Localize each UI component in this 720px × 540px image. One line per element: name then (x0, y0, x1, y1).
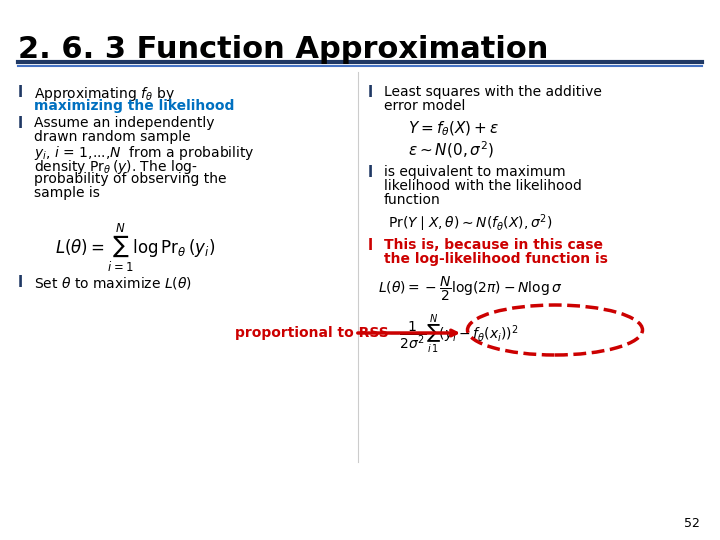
Text: $\Pr(Y \mid X, \theta) \sim N(f_\theta(X), \sigma^2)$: $\Pr(Y \mid X, \theta) \sim N(f_\theta(X… (388, 212, 552, 234)
Text: the log-likelihood function is: the log-likelihood function is (384, 252, 608, 266)
Text: sample is: sample is (34, 186, 100, 200)
Text: maximizing the likelihood: maximizing the likelihood (34, 99, 235, 113)
Text: $L(\theta) = -\dfrac{N}{2}\log(2\pi) - N\log\sigma$: $L(\theta) = -\dfrac{N}{2}\log(2\pi) - N… (378, 275, 562, 303)
Text: This is, because in this case: This is, because in this case (384, 238, 603, 252)
Text: l: l (18, 275, 23, 290)
Text: $L(\theta) = \sum_{i=1}^{N} \log \Pr_\theta(y_i)$: $L(\theta) = \sum_{i=1}^{N} \log \Pr_\th… (55, 222, 215, 274)
Text: l: l (18, 85, 23, 100)
Text: is equivalent to maximum: is equivalent to maximum (384, 165, 566, 179)
Text: function: function (384, 193, 441, 207)
Text: $y_i$, $i$ = 1,...,$N$  from a probability: $y_i$, $i$ = 1,...,$N$ from a probabilit… (34, 144, 255, 162)
Text: probability of observing the: probability of observing the (34, 172, 227, 186)
Text: Assume an independently: Assume an independently (34, 116, 215, 130)
Text: density $\Pr_\theta(y)$. The log-: density $\Pr_\theta(y)$. The log- (34, 158, 197, 176)
Text: Approximating $f_\theta$ by: Approximating $f_\theta$ by (34, 85, 175, 103)
Text: drawn random sample: drawn random sample (34, 130, 191, 144)
Text: likelihood with the likelihood: likelihood with the likelihood (384, 179, 582, 193)
Text: $Y = f_\theta(X) + \varepsilon$: $Y = f_\theta(X) + \varepsilon$ (408, 120, 499, 138)
Text: $\varepsilon \sim N(0, \sigma^2)$: $\varepsilon \sim N(0, \sigma^2)$ (408, 139, 494, 160)
Text: l: l (368, 238, 373, 253)
Text: error model: error model (384, 99, 465, 113)
Text: l: l (18, 116, 23, 131)
Text: l: l (368, 165, 373, 180)
Text: Least squares with the additive: Least squares with the additive (384, 85, 602, 99)
Text: $-\dfrac{1}{2\sigma^2}\sum_{i\,1}^{N}(y_i - f_\theta(x_i))^2$: $-\dfrac{1}{2\sigma^2}\sum_{i\,1}^{N}(y_… (388, 312, 518, 356)
Text: proportional to RSS: proportional to RSS (235, 326, 389, 340)
Text: l: l (368, 85, 373, 100)
Text: Set $\theta$ to maximize $L(\theta)$: Set $\theta$ to maximize $L(\theta)$ (34, 275, 192, 291)
Text: 2. 6. 3 Function Approximation: 2. 6. 3 Function Approximation (18, 35, 549, 64)
Text: 52: 52 (684, 517, 700, 530)
